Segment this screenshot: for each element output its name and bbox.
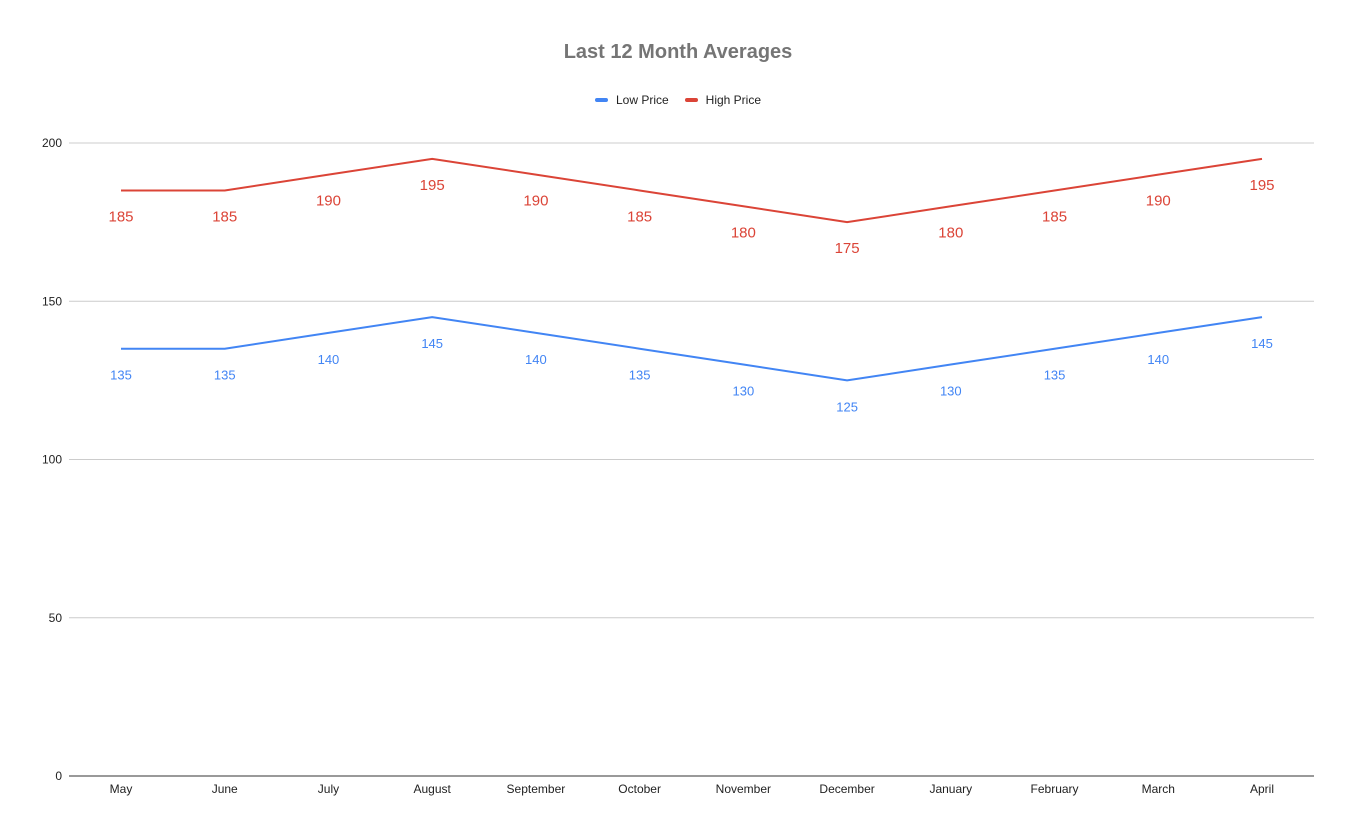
data-label-high-price: 175 — [835, 240, 860, 257]
x-tick-label: November — [716, 782, 771, 796]
legend-swatch-low-price — [594, 98, 608, 102]
data-label-low-price: 135 — [1044, 368, 1066, 383]
x-tick-label: February — [1031, 782, 1079, 796]
data-label-low-price: 140 — [1147, 352, 1169, 367]
data-label-high-price: 185 — [1042, 208, 1067, 225]
data-label-high-price: 185 — [627, 208, 652, 225]
x-tick-label: April — [1250, 782, 1274, 796]
y-tick-label: 50 — [49, 611, 63, 625]
series-line-high-price — [121, 157, 1263, 224]
data-label-high-price: 195 — [1249, 177, 1274, 194]
data-label-high-price: 185 — [212, 208, 237, 225]
data-label-low-price: 130 — [940, 384, 962, 399]
x-tick-label: January — [929, 782, 972, 796]
x-tick-label: October — [618, 782, 661, 796]
x-tick-label: December — [819, 782, 874, 796]
y-tick-label: 200 — [42, 136, 62, 150]
data-label-high-price: 185 — [108, 208, 133, 225]
x-tick-label: May — [110, 782, 133, 796]
data-label-high-price: 190 — [316, 193, 341, 210]
chart-title: Last 12 Month Averages — [563, 41, 793, 63]
legend-item-high-price[interactable]: High Price — [684, 93, 762, 107]
series-line-low-price — [121, 316, 1263, 382]
data-label-low-price: 135 — [629, 368, 651, 383]
legend-swatch-high-price — [684, 98, 698, 102]
data-label-low-price: 145 — [1251, 336, 1273, 351]
x-tick-label: August — [414, 782, 452, 796]
data-label-high-price: 190 — [1146, 193, 1171, 210]
data-label-low-price: 140 — [525, 352, 547, 367]
x-tick-label: June — [212, 782, 238, 796]
data-label-high-price: 180 — [938, 224, 963, 241]
data-label-low-price: 130 — [733, 384, 755, 399]
legend: Low Price High Price — [0, 93, 1356, 107]
data-label-low-price: 125 — [836, 399, 858, 414]
y-tick-label: 0 — [55, 769, 62, 783]
y-tick-label: 150 — [42, 294, 62, 308]
x-tick-label: September — [507, 782, 566, 796]
data-label-low-price: 135 — [214, 368, 236, 383]
legend-item-low-price[interactable]: Low Price — [594, 93, 669, 107]
data-label-high-price: 195 — [420, 177, 445, 194]
legend-label-high-price: High Price — [705, 93, 762, 107]
data-label-high-price: 180 — [731, 224, 756, 241]
data-label-low-price: 145 — [421, 336, 443, 351]
data-label-low-price: 140 — [318, 352, 340, 367]
y-tick-label: 100 — [42, 453, 62, 467]
data-label-low-price: 135 — [110, 368, 132, 383]
legend-label-low-price: Low Price — [615, 93, 669, 107]
data-label-high-price: 190 — [523, 193, 548, 210]
x-tick-label: July — [318, 782, 339, 796]
x-tick-label: March — [1142, 782, 1175, 796]
